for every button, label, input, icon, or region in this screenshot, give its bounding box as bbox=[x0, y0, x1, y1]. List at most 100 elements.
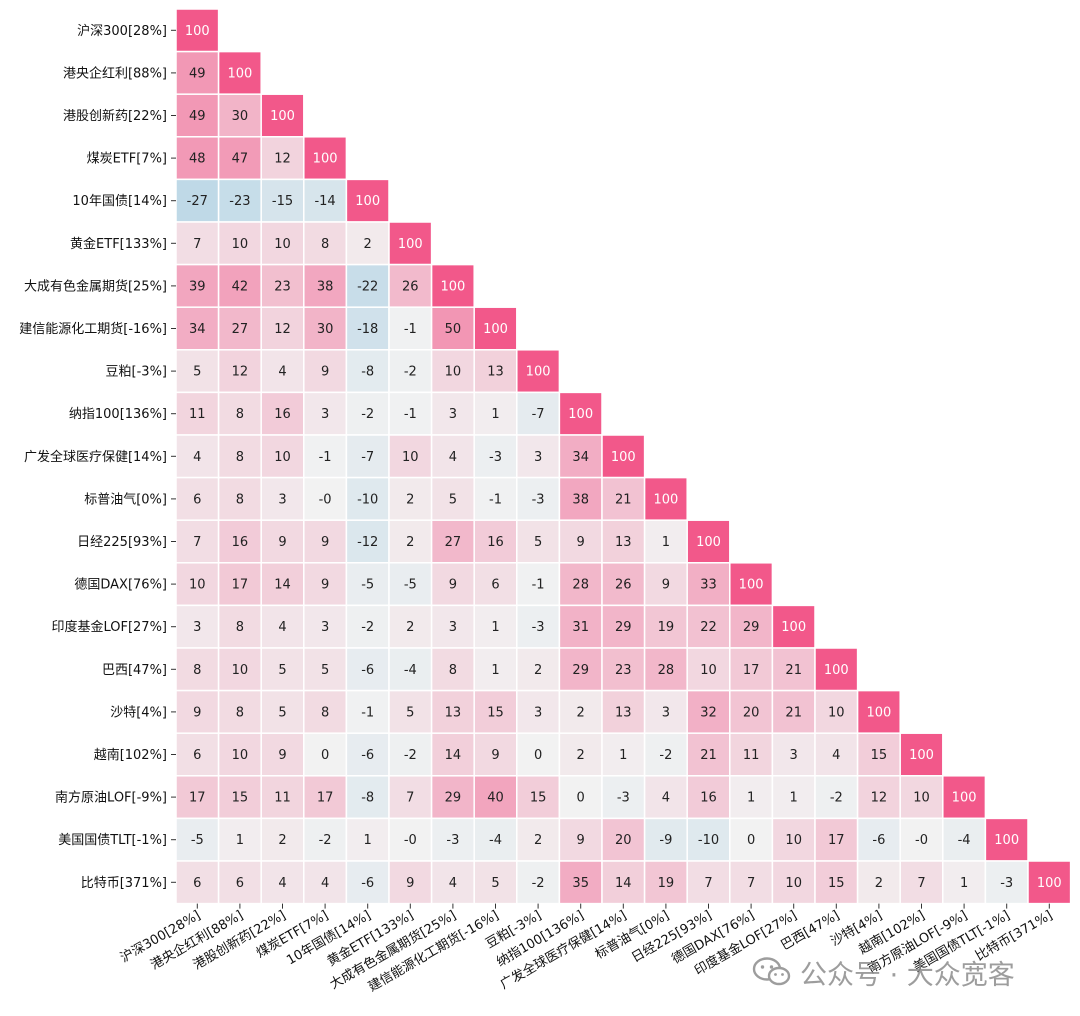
y-tick-label: 纳指100[136%] bbox=[69, 407, 167, 422]
heatmap-cell bbox=[430, 562, 475, 607]
cell-value: -7 bbox=[361, 450, 374, 465]
cell-value: -2 bbox=[404, 365, 417, 380]
cell-value: 32 bbox=[700, 705, 717, 720]
heatmap-cell bbox=[345, 817, 390, 862]
cell-value: -3 bbox=[446, 833, 459, 848]
cell-value: 100 bbox=[483, 322, 508, 337]
cell-value: 23 bbox=[274, 279, 291, 294]
cell-value: 100 bbox=[568, 407, 593, 422]
cell-value: 3 bbox=[534, 450, 542, 465]
cell-value: 34 bbox=[572, 450, 589, 465]
cell-value: 9 bbox=[321, 535, 329, 550]
cell-value: 29 bbox=[445, 791, 462, 806]
cell-value: 10 bbox=[232, 237, 249, 252]
y-tick-label: 沪深300[28%] bbox=[77, 23, 167, 39]
heatmap-cell bbox=[345, 391, 390, 436]
watermark: 公众号 · 大众宽客 bbox=[752, 952, 1015, 992]
cell-value: 0 bbox=[534, 748, 542, 763]
cell-value: 11 bbox=[274, 791, 291, 806]
cell-value: 2 bbox=[406, 535, 414, 550]
cell-value: 5 bbox=[278, 663, 286, 678]
cell-value: -6 bbox=[872, 833, 885, 848]
cell-value: 100 bbox=[355, 194, 380, 209]
cell-value: 12 bbox=[232, 365, 249, 380]
cell-value: -1 bbox=[361, 705, 374, 720]
cell-value: -6 bbox=[361, 663, 374, 678]
cell-value: 49 bbox=[189, 66, 206, 81]
cell-value: 5 bbox=[491, 876, 499, 891]
heatmap-cell bbox=[175, 476, 220, 521]
cell-value: -4 bbox=[404, 663, 417, 678]
heatmap-cell bbox=[430, 775, 475, 820]
cell-value: 1 bbox=[236, 833, 244, 848]
cell-value: 2 bbox=[278, 833, 286, 848]
cell-value: 3 bbox=[790, 748, 798, 763]
cell-value: 17 bbox=[189, 791, 206, 806]
cell-value: 29 bbox=[615, 620, 632, 635]
cell-value: -6 bbox=[361, 876, 374, 891]
wechat-icon bbox=[752, 957, 791, 986]
cell-value: -1 bbox=[404, 407, 417, 422]
cell-value: 10 bbox=[232, 748, 249, 763]
heatmap-cell bbox=[771, 732, 816, 777]
cell-value: -0 bbox=[915, 833, 928, 848]
cell-value: -2 bbox=[659, 748, 672, 763]
y-axis-labels: 沪深300[28%] 港央企红利[88%] 港股创新药[22%] 煤炭ETF[7%] 1… bbox=[19, 23, 176, 891]
heatmap-cell bbox=[217, 263, 262, 308]
cell-value: 100 bbox=[227, 66, 252, 81]
heatmap-cell bbox=[856, 860, 901, 905]
heatmap-cell bbox=[303, 434, 348, 479]
cell-value: 100 bbox=[526, 365, 551, 380]
heatmap-cell bbox=[516, 434, 561, 479]
cell-value: 3 bbox=[321, 620, 329, 635]
cell-value: -15 bbox=[272, 194, 293, 209]
cell-value: 5 bbox=[193, 365, 201, 380]
heatmap-cell bbox=[643, 647, 688, 692]
heatmap-cell bbox=[388, 434, 433, 479]
cell-value: 8 bbox=[236, 705, 244, 720]
cell-value: -0 bbox=[404, 833, 417, 848]
cell-value: 34 bbox=[189, 322, 206, 337]
y-tick-label: 大成有色金属期货[25%] bbox=[24, 278, 167, 294]
heatmap-cell bbox=[430, 860, 475, 905]
heatmap-cell bbox=[388, 647, 433, 692]
cell-value: 12 bbox=[274, 322, 291, 337]
cell-value: -1 bbox=[489, 492, 502, 507]
cell-value: 38 bbox=[317, 279, 334, 294]
heatmap-cell bbox=[473, 775, 518, 820]
cell-value: 9 bbox=[321, 578, 329, 593]
heatmap-cell bbox=[217, 476, 262, 521]
cell-value: -10 bbox=[357, 492, 378, 507]
heatmap-cell bbox=[516, 349, 561, 394]
cell-value: 100 bbox=[994, 833, 1019, 848]
cell-value: -8 bbox=[361, 791, 374, 806]
heatmap-cell bbox=[984, 860, 1029, 905]
cell-value: 100 bbox=[781, 620, 806, 635]
y-tick-label: 德国DAX[76%] bbox=[74, 578, 167, 593]
cell-value: 15 bbox=[232, 791, 249, 806]
cell-value: 4 bbox=[278, 620, 286, 635]
heatmap-cell bbox=[942, 860, 987, 905]
heatmap-cell bbox=[729, 689, 774, 734]
heatmap-cell bbox=[430, 732, 475, 777]
cell-value: 48 bbox=[189, 152, 206, 167]
heatmap-cell bbox=[388, 263, 433, 308]
cell-value: 9 bbox=[449, 578, 457, 593]
y-tick-label: 10年国债[14%] bbox=[72, 194, 167, 209]
heatmap-cell bbox=[643, 860, 688, 905]
cell-value: 3 bbox=[449, 620, 457, 635]
cell-value: -2 bbox=[319, 833, 332, 848]
cell-value: 6 bbox=[193, 492, 201, 507]
cell-value: 3 bbox=[449, 407, 457, 422]
heatmap-cell bbox=[388, 391, 433, 436]
heatmap-cell bbox=[601, 562, 646, 607]
heatmap-cell bbox=[260, 391, 305, 436]
cell-value: 42 bbox=[232, 279, 249, 294]
y-tick-label: 越南[102%] bbox=[94, 747, 167, 763]
heatmap-cell bbox=[260, 604, 305, 649]
heatmap-cell bbox=[303, 391, 348, 436]
cell-value: 14 bbox=[445, 748, 462, 763]
cell-value: 9 bbox=[662, 578, 670, 593]
heatmap-cell bbox=[430, 476, 475, 521]
